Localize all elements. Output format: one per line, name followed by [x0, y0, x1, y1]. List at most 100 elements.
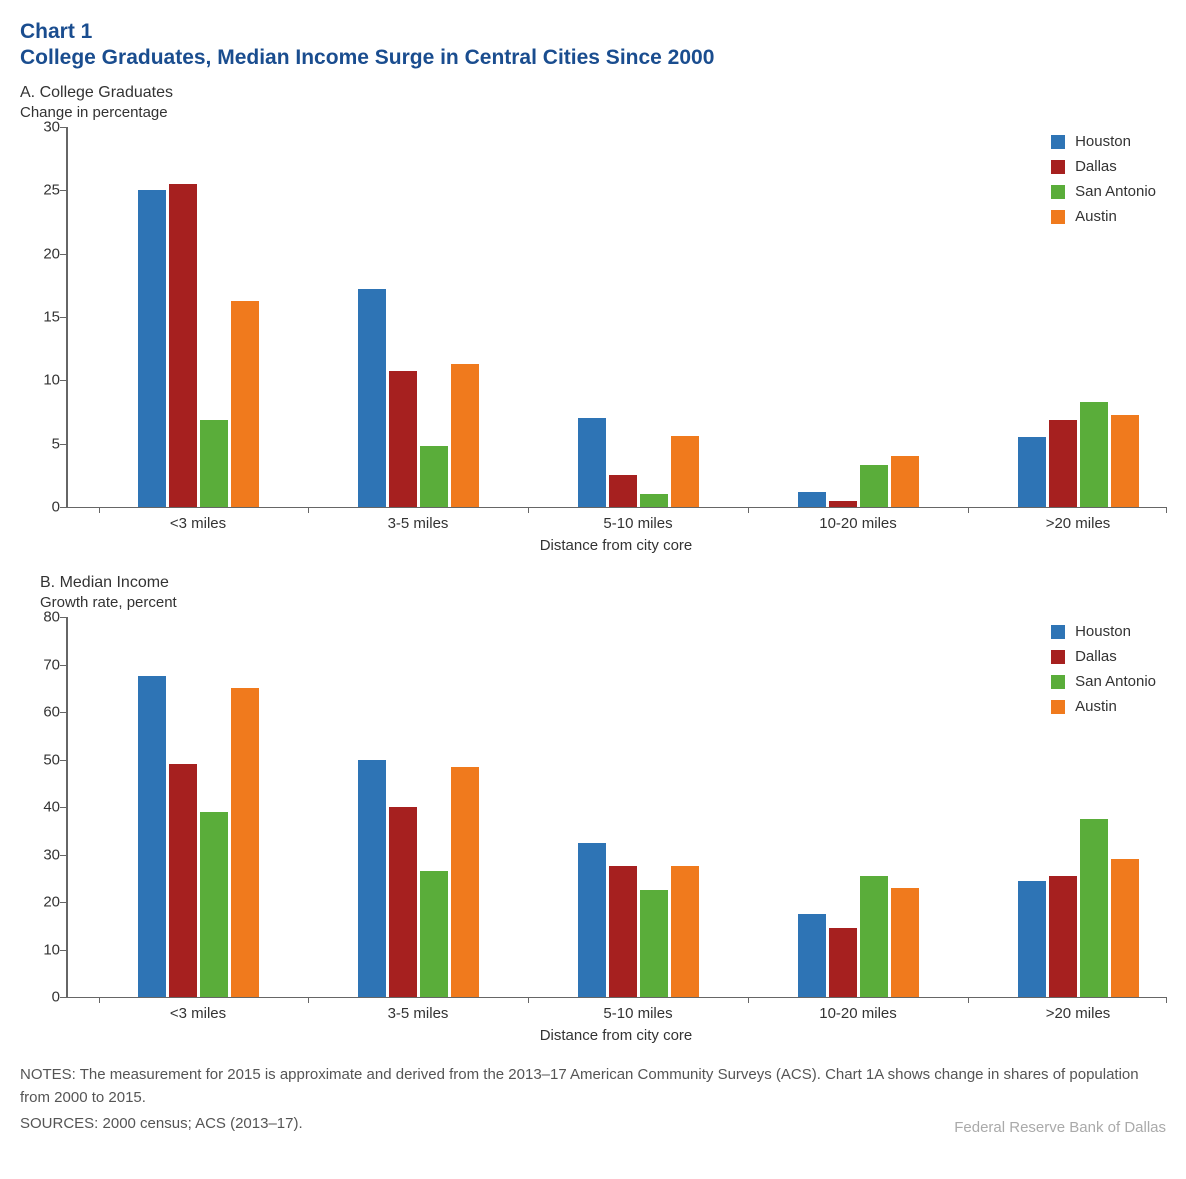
legend-label: San Antonio: [1075, 673, 1156, 690]
bar: [891, 456, 919, 507]
bar: [389, 371, 417, 507]
x-tick-mark: [528, 997, 529, 1003]
x-axis-title-a: Distance from city core: [66, 537, 1166, 554]
bar-group: [798, 876, 919, 997]
bar: [860, 465, 888, 507]
y-tick-label: 20: [24, 245, 60, 262]
bar: [169, 764, 197, 997]
legend-label: Dallas: [1075, 648, 1117, 665]
x-tick-label: >20 miles: [1046, 1005, 1111, 1022]
y-tick-mark: [60, 127, 66, 128]
bar: [640, 494, 668, 507]
bar: [798, 492, 826, 507]
y-tick-label: 20: [24, 894, 60, 911]
notes-text: NOTES: The measurement for 2015 is appro…: [20, 1064, 1166, 1109]
bar: [358, 760, 386, 998]
x-tick-mark: [308, 997, 309, 1003]
y-tick-mark: [60, 712, 66, 713]
y-tick-mark: [60, 444, 66, 445]
bar: [829, 501, 857, 507]
y-tick-label: 25: [24, 182, 60, 199]
legend-swatch: [1051, 700, 1065, 714]
legend-swatch: [1051, 625, 1065, 639]
legend-swatch: [1051, 210, 1065, 224]
y-tick-mark: [60, 617, 66, 618]
bar: [1111, 859, 1139, 997]
bar: [1080, 402, 1108, 507]
y-tick-label: 30: [24, 846, 60, 863]
y-axis-line: [66, 127, 68, 507]
y-tick-mark: [60, 317, 66, 318]
panel-a-subtitle: Change in percentage: [20, 104, 1166, 121]
y-tick-mark: [60, 807, 66, 808]
bar: [200, 812, 228, 997]
y-axis-line: [66, 617, 68, 997]
panel-a-chart: HoustonDallasSan AntonioAustin 051015202…: [66, 127, 1166, 507]
bar-group: [138, 184, 259, 507]
y-tick-mark: [60, 507, 66, 508]
bar: [578, 418, 606, 507]
y-tick-label: 60: [24, 704, 60, 721]
x-tick-label: 5-10 miles: [603, 515, 672, 532]
x-tick-mark: [968, 507, 969, 513]
panel-b-plot: HoustonDallasSan AntonioAustin 010203040…: [66, 617, 1166, 998]
legend-label: Austin: [1075, 698, 1117, 715]
y-tick-mark: [60, 950, 66, 951]
y-tick-label: 15: [24, 309, 60, 326]
x-tick-label: 10-20 miles: [819, 1005, 897, 1022]
bar: [798, 914, 826, 997]
y-tick-mark: [60, 380, 66, 381]
bar: [1049, 420, 1077, 507]
legend-item: Dallas: [1051, 648, 1156, 665]
legend-item: Houston: [1051, 623, 1156, 640]
y-tick-label: 0: [24, 989, 60, 1006]
bar: [1111, 415, 1139, 507]
bar: [609, 475, 637, 507]
y-tick-label: 5: [24, 435, 60, 452]
x-tick-mark: [748, 507, 749, 513]
bar: [169, 184, 197, 507]
bar-group: [138, 676, 259, 997]
legend: Houston Dallas San Antonio Austin: [1051, 623, 1156, 723]
bar: [891, 888, 919, 997]
legend-swatch: [1051, 675, 1065, 689]
legend-swatch: [1051, 650, 1065, 664]
y-tick-label: 0: [24, 499, 60, 516]
x-tick-mark: [99, 507, 100, 513]
y-tick-mark: [60, 997, 66, 998]
y-tick-label: 40: [24, 799, 60, 816]
legend-item: Houston: [1051, 133, 1156, 150]
y-tick-mark: [60, 855, 66, 856]
legend-item: Austin: [1051, 208, 1156, 225]
bar: [420, 871, 448, 997]
x-tick-mark: [1166, 507, 1167, 513]
bar-group: [1018, 402, 1139, 507]
legend-item: San Antonio: [1051, 673, 1156, 690]
x-tick-label: <3 miles: [170, 515, 226, 532]
bar: [609, 866, 637, 997]
x-tick-mark: [968, 997, 969, 1003]
x-tick-label: 10-20 miles: [819, 515, 897, 532]
y-tick-mark: [60, 254, 66, 255]
bar: [138, 190, 166, 507]
x-tick-mark: [99, 997, 100, 1003]
bar: [671, 866, 699, 997]
legend: HoustonDallasSan AntonioAustin: [1051, 133, 1156, 233]
bar: [451, 364, 479, 507]
legend-swatch: [1051, 135, 1065, 149]
y-tick-mark: [60, 902, 66, 903]
bar: [358, 289, 386, 507]
x-axis-title-b: Distance from city core: [66, 1027, 1166, 1044]
bar-group: [578, 843, 699, 997]
panel-b-title: B. Median Income: [40, 574, 1166, 592]
legend-label: Houston: [1075, 623, 1131, 640]
bar: [389, 807, 417, 997]
bar: [1018, 437, 1046, 507]
legend-swatch: [1051, 160, 1065, 174]
x-tick-mark: [748, 997, 749, 1003]
bar-group: [798, 456, 919, 507]
legend-item: Austin: [1051, 698, 1156, 715]
panel-b-chart: HoustonDallasSan AntonioAustin 010203040…: [66, 617, 1166, 997]
bar: [231, 301, 259, 507]
legend-item: San Antonio: [1051, 183, 1156, 200]
